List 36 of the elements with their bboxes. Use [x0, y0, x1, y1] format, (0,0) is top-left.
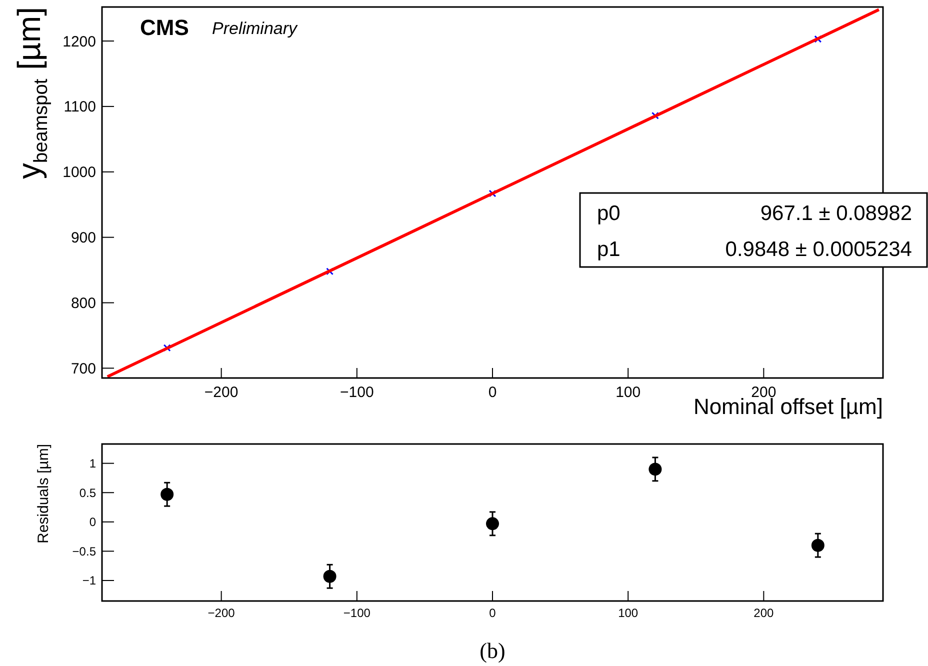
point: [814, 35, 822, 43]
point: [323, 570, 336, 583]
y-tick-label: 1000: [62, 164, 96, 182]
y-tick-label: 800: [70, 295, 96, 312]
point: [160, 488, 174, 501]
x-tick-label: 0: [488, 384, 497, 401]
x-tick-label: 200: [754, 606, 774, 620]
point: [648, 462, 662, 476]
y-tick-label: 0.5: [79, 486, 96, 500]
x-tick-label: 100: [618, 606, 638, 620]
annotation: 967.1 ± 0.08982: [760, 202, 912, 225]
y-tick-label: 1: [89, 456, 96, 471]
annotation: 0.9848 ± 0.0005234: [725, 238, 912, 261]
y-tick-label: 1200: [62, 33, 96, 50]
text: (b): [480, 638, 506, 663]
x-tick-label: −200: [208, 606, 236, 620]
annotation: p1: [597, 238, 620, 261]
y-tick-label: −1: [82, 574, 96, 588]
point: [486, 517, 499, 530]
y-axis-title: Residuals [µm]: [35, 444, 52, 544]
text: Preliminary: [212, 19, 299, 38]
y-tick-label: 1100: [64, 98, 96, 116]
y-tick-label: 900: [70, 230, 96, 247]
y-tick-label: −0.5: [72, 544, 96, 558]
x-tick-label: 0: [489, 606, 496, 620]
x-tick-label: −100: [343, 606, 371, 620]
x-tick-label: −100: [340, 384, 374, 401]
point: [163, 344, 171, 352]
point: [811, 538, 824, 552]
x-tick-label: −200: [204, 384, 238, 401]
x-tick-label: 100: [616, 384, 641, 401]
annotation: p0: [597, 202, 620, 225]
y-tick-label: 700: [70, 360, 96, 378]
chart-title: CMS: [140, 15, 189, 40]
y-tick-label: 0: [89, 515, 96, 530]
point: [488, 190, 496, 198]
